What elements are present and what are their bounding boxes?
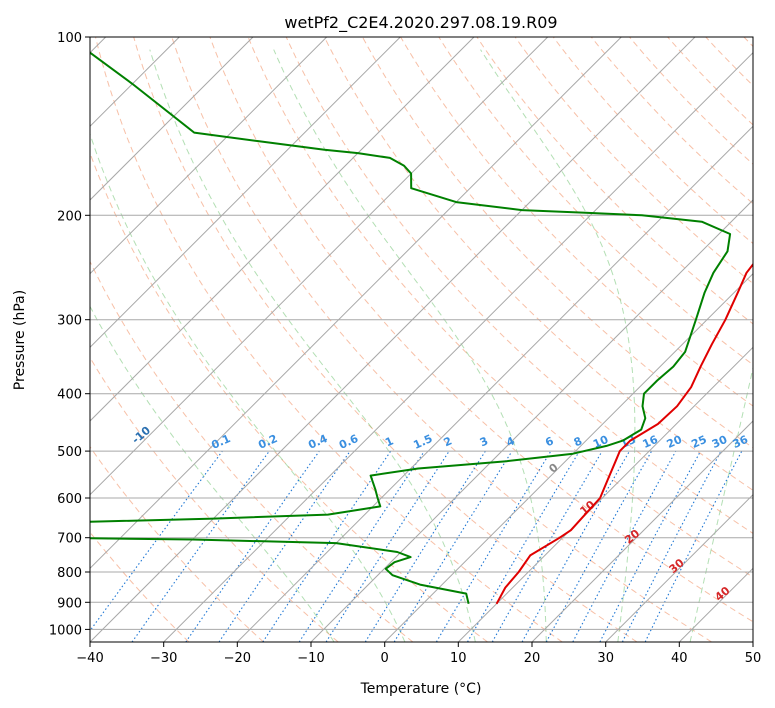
mixing-ratio-line [491,450,603,642]
x-tick-label: 10 [450,651,467,666]
mixing-ratio-label: 20 [665,433,685,451]
mixing-ratio-line [185,450,320,642]
y-axis-label: Pressure (hPa) [12,290,28,390]
mixing-ratio-line [131,450,270,642]
isotherm-line [310,199,753,642]
isotherm-line [90,37,254,201]
y-tick-label: 200 [57,209,82,224]
y-tick-label: 700 [57,532,82,547]
mixing-ratio-line [364,450,486,642]
background-lines [90,37,753,642]
x-tick-label: −40 [76,651,103,666]
y-tick-label: 500 [57,445,82,460]
x-tick-label: 50 [745,651,762,666]
moist-adiabat-line [273,49,547,642]
x-tick-label: −10 [297,651,324,666]
mixing-ratio-label: 25 [689,433,708,451]
dry-adiabat-line [133,37,638,642]
mixing-ratio-line [393,450,513,642]
mixing-ratio-line [218,450,351,642]
isotherm-line [531,420,753,642]
dry-adiabat-line [400,37,753,407]
x-tick-label: −20 [224,651,251,666]
dry-adiabat-line [247,37,753,578]
mixing-ratio-label: 16 [641,433,661,451]
dry-adiabat-line [476,37,753,325]
x-axis-label: Temperature (°C) [360,681,482,697]
dry-adiabat-line [209,37,753,623]
isotherm-line [90,37,475,422]
moist-adiabat-line [149,49,476,642]
sounding-series [90,51,753,605]
x-axis: −40 −30 −20 −10 0 10 20 30 40 50 [76,642,761,666]
plot-frame [89,36,754,643]
dry-adiabat-line [90,445,264,642]
y-tick-label: 1000 [49,623,82,638]
mixing-ratio-line [435,450,552,642]
mixing-ratio-line [325,450,450,642]
x-tick-label: 0 [381,651,389,666]
isotherm-line [236,125,753,642]
mixing-ratio-line [521,450,630,642]
y-tick-label: 400 [57,388,82,403]
dry-adiabat-line [323,37,753,491]
isotherm-line [457,346,753,642]
isotherm-line [90,37,696,642]
isotherm-line [90,37,549,496]
temperature-line [495,262,753,605]
dry-adiabat-line [629,37,753,165]
dewpoint-line [90,51,732,605]
x-tick-label: 30 [597,651,614,666]
isotherm-line [384,272,753,642]
x-tick-label: 40 [671,651,688,666]
chart-title: wetPf2_C2E4.2020.297.08.19.R09 [284,13,557,33]
mixing-ratio-line [572,450,677,642]
y-tick-label: 600 [57,492,82,507]
moist-adiabat-line [90,305,335,642]
isotherm-line [90,37,622,570]
y-tick-label: 100 [57,31,82,46]
y-tick-label: 300 [57,314,82,329]
y-tick-label: 900 [57,596,82,611]
moist-adiabat-line [480,49,636,642]
dry-adiabat-line [95,37,563,642]
dry-adiabat-line [514,37,753,285]
isotherm-line [605,493,753,642]
x-tick-label: 20 [524,651,541,666]
mixing-ratio-label: 36 [731,433,751,451]
isotherm-line [90,37,401,349]
y-axis: 100 200 300 400 500 600 700 800 900 1000 [49,31,90,638]
x-tick-label: −30 [150,651,177,666]
mixing-ratio-line [467,450,580,642]
mixing-ratio-label: 30 [710,433,730,451]
moist-adiabat-line [90,132,406,642]
y-tick-label: 800 [57,566,82,581]
mixing-ratio-line [90,450,223,632]
moist-adiabat-line [689,365,753,642]
